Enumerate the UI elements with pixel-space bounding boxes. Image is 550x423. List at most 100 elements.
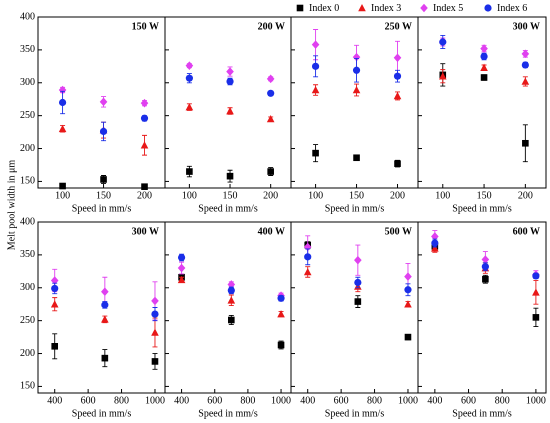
marker-circle bbox=[267, 89, 275, 97]
marker-triangle bbox=[58, 124, 67, 133]
x-tick-label: 600 bbox=[81, 395, 96, 406]
marker-diamond bbox=[404, 272, 412, 281]
marker-square bbox=[532, 314, 540, 321]
marker-square bbox=[226, 172, 234, 180]
marker-diamond bbox=[352, 52, 361, 62]
y-tick-label: 150 bbox=[20, 381, 35, 392]
marker-square bbox=[522, 139, 529, 147]
marker-triangle bbox=[480, 63, 488, 71]
y-tick-label: 300 bbox=[20, 77, 35, 88]
x-tick-label: 150 bbox=[349, 190, 364, 201]
x-tick-label: 200 bbox=[263, 190, 278, 201]
panel-title: 250 W bbox=[385, 21, 412, 32]
plot-frame bbox=[164, 221, 292, 394]
x-tick-label: 400 bbox=[427, 395, 442, 406]
marker-square bbox=[51, 343, 59, 350]
marker-triangle bbox=[151, 328, 159, 336]
marker-circle bbox=[58, 98, 67, 107]
y-tick-label: 150 bbox=[20, 176, 35, 187]
x-tick-label: 150 bbox=[477, 190, 492, 201]
y-tick-label: 350 bbox=[20, 44, 35, 55]
marker-triangle bbox=[352, 86, 361, 94]
marker-circle bbox=[101, 301, 109, 309]
x-tick-label: 200 bbox=[137, 190, 152, 201]
marker-diamond bbox=[480, 44, 488, 53]
marker-diamond bbox=[140, 98, 149, 108]
marker-diamond bbox=[481, 255, 490, 264]
marker-diamond bbox=[58, 85, 67, 95]
x-tick-label: 800 bbox=[367, 395, 382, 406]
x-tick-label: 1000 bbox=[145, 395, 165, 406]
marker-square bbox=[354, 298, 362, 305]
marker-diamond bbox=[185, 61, 194, 70]
marker-triangle bbox=[101, 315, 109, 323]
marker-circle bbox=[352, 66, 361, 74]
x-tick-label: 600 bbox=[207, 395, 222, 406]
panel-title: 600 W bbox=[513, 226, 540, 237]
y-tick-label: 250 bbox=[20, 315, 35, 326]
marker-circle bbox=[393, 72, 402, 80]
x-tick-label: 200 bbox=[390, 190, 405, 201]
marker-triangle bbox=[438, 72, 447, 80]
marker-diamond bbox=[99, 97, 108, 107]
marker-circle bbox=[226, 77, 234, 86]
x-tick-label: 800 bbox=[114, 395, 129, 406]
marker-triangle bbox=[532, 288, 540, 296]
marker-diamond bbox=[226, 67, 234, 76]
marker-circle bbox=[227, 286, 235, 294]
x-tick-label: 100 bbox=[435, 190, 450, 201]
y-tick-label: 200 bbox=[20, 143, 35, 154]
marker-triangle bbox=[303, 267, 312, 276]
plot-frame bbox=[417, 16, 547, 189]
panel-title: 150 W bbox=[132, 21, 159, 32]
x-tick-label: 600 bbox=[461, 395, 476, 406]
marker-square bbox=[480, 74, 488, 81]
marker-circle bbox=[151, 310, 159, 318]
marker-circle bbox=[99, 127, 108, 136]
marker-circle bbox=[177, 253, 186, 262]
marker-circle bbox=[354, 278, 362, 287]
marker-circle bbox=[431, 239, 439, 247]
marker-circle bbox=[480, 52, 488, 61]
marker-diamond bbox=[393, 53, 402, 63]
marker-diamond bbox=[151, 296, 159, 306]
panel-title: 300 W bbox=[513, 21, 540, 32]
x-axis-label: Speed in mm/s bbox=[452, 203, 512, 214]
marker-triangle bbox=[404, 300, 412, 308]
marker-square bbox=[353, 154, 360, 162]
marker-triangle bbox=[266, 114, 275, 123]
x-tick-label: 100 bbox=[182, 190, 197, 201]
marker-diamond bbox=[431, 232, 439, 241]
x-tick-label: 1000 bbox=[526, 395, 546, 406]
marker-square bbox=[312, 149, 319, 157]
y-tick-label: 250 bbox=[20, 110, 35, 121]
marker-diamond bbox=[50, 276, 59, 285]
x-axis-label: Speed in mm/s bbox=[198, 408, 258, 419]
marker-square bbox=[482, 275, 489, 283]
y-axis-label: Melt pool width in μm bbox=[6, 160, 17, 251]
marker-square bbox=[101, 354, 109, 362]
x-tick-label: 1000 bbox=[398, 395, 418, 406]
x-tick-label: 100 bbox=[308, 190, 323, 201]
x-tick-label: 400 bbox=[47, 395, 62, 406]
marker-triangle bbox=[521, 77, 530, 85]
x-tick-label: 150 bbox=[223, 190, 238, 201]
marker-diamond bbox=[420, 3, 428, 13]
panel-title: 500 W bbox=[385, 226, 412, 237]
marker-triangle bbox=[393, 91, 402, 100]
marker-triangle bbox=[177, 275, 186, 284]
marker-circle bbox=[277, 294, 285, 302]
x-tick-label: 100 bbox=[55, 190, 70, 201]
x-tick-label: 200 bbox=[518, 190, 533, 201]
legend-label: Index 5 bbox=[433, 3, 463, 14]
x-tick-label: 800 bbox=[240, 395, 255, 406]
marker-triangle bbox=[140, 141, 149, 149]
x-tick-label: 800 bbox=[495, 395, 510, 406]
marker-circle bbox=[185, 74, 193, 82]
marker-triangle bbox=[50, 300, 59, 308]
marker-triangle bbox=[311, 86, 320, 94]
x-axis-label: Speed in mm/s bbox=[325, 408, 385, 419]
marker-square bbox=[296, 4, 304, 12]
